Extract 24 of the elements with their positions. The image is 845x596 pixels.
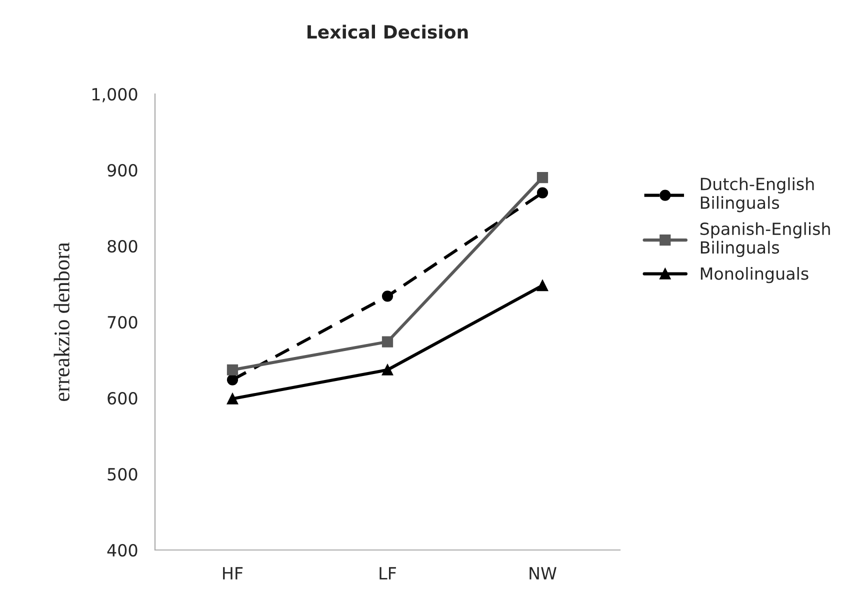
legend-label: Dutch-English Bilinguals bbox=[700, 177, 814, 212]
point bbox=[536, 187, 548, 198]
point bbox=[536, 280, 548, 292]
point bbox=[226, 393, 238, 404]
point bbox=[382, 290, 394, 302]
y-tick-label: 600 bbox=[108, 392, 138, 405]
y-tick-label: 800 bbox=[108, 240, 138, 253]
point bbox=[536, 172, 548, 184]
y-axis-title: erreakzio denbora bbox=[54, 242, 70, 402]
legend-label: Monolinguals bbox=[700, 266, 808, 284]
chart-title: Lexical Decision bbox=[308, 24, 468, 39]
point bbox=[382, 336, 394, 348]
y-tick-label: 1,000 bbox=[92, 88, 138, 102]
y-tick-label: 900 bbox=[108, 164, 138, 177]
y-tick-label: 700 bbox=[108, 316, 138, 329]
y-tick-label: 500 bbox=[108, 468, 138, 481]
x-tick-label: NW bbox=[530, 567, 556, 580]
x-tick-label: LF bbox=[380, 567, 396, 580]
y-tick-label: 400 bbox=[107, 544, 138, 557]
point bbox=[226, 374, 238, 386]
point bbox=[226, 364, 238, 376]
point bbox=[382, 364, 394, 376]
legend-label: Spanish-English Bilinguals bbox=[700, 222, 830, 257]
x-tick-label: HF bbox=[223, 567, 243, 580]
